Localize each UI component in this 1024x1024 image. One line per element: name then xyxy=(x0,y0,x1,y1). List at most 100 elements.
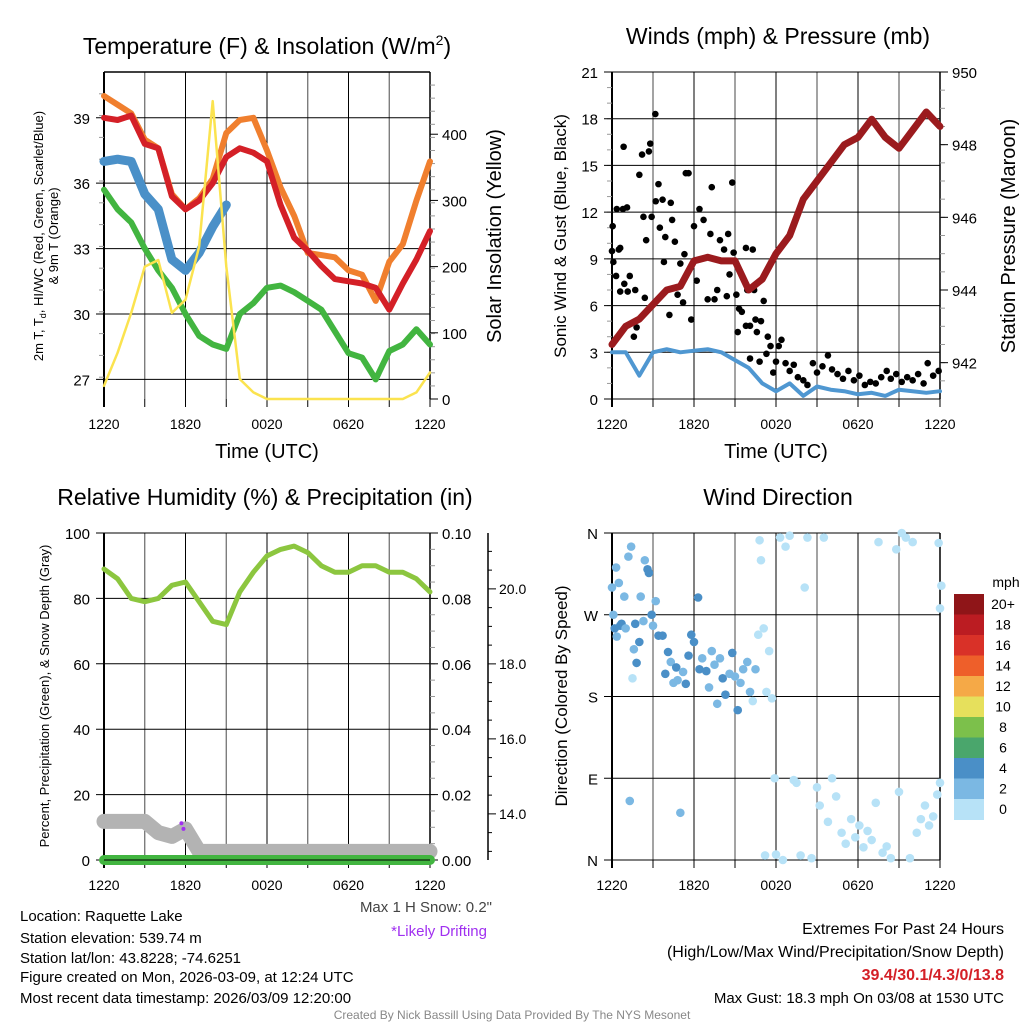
wind-direction-point xyxy=(639,616,648,626)
gust-point xyxy=(756,358,763,365)
x-tick-label: 1220 xyxy=(414,416,445,432)
gust-point xyxy=(764,333,772,341)
recent-data-timestamp: Most recent data timestamp: 2026/03/09 1… xyxy=(20,990,351,1007)
wind-direction-point xyxy=(792,778,801,788)
gust-point xyxy=(775,342,783,350)
wind-direction-point xyxy=(935,604,945,613)
wind-direction-point xyxy=(770,773,779,783)
wind-direction-point xyxy=(878,848,887,858)
wind-direction-point xyxy=(908,537,917,547)
wind-direction-point xyxy=(928,812,938,821)
gust-point xyxy=(645,148,653,155)
gust-point xyxy=(671,238,679,246)
x-tick-label: 1220 xyxy=(88,877,119,893)
gust-point xyxy=(636,171,643,179)
wind-direction-point xyxy=(629,644,639,654)
colorbar-swatch xyxy=(954,696,984,718)
wind-direction-point xyxy=(710,660,719,670)
gust-point xyxy=(652,197,660,205)
winds-chart: 1220 1820 0020 0620 1220 0 3 6 9 12 15 18 21 942 944 94… xyxy=(581,65,977,432)
gust-point xyxy=(631,286,639,294)
y-tick-label: E xyxy=(588,771,598,788)
gust-point xyxy=(734,328,742,336)
wind-direction-title: Wind Direction xyxy=(703,484,853,510)
wind-direction-point xyxy=(827,773,837,783)
y2-tick-label: 0.02 xyxy=(442,788,471,805)
wind-direction-point xyxy=(704,683,714,692)
wind-direction-point xyxy=(912,828,922,838)
snow-depth-line xyxy=(96,813,438,859)
x-tick-label: 0620 xyxy=(333,877,364,893)
figure-created: Figure created on Mon, 2026-03-09, at 12… xyxy=(20,969,354,986)
wind-direction-point xyxy=(901,533,911,542)
y2-tick-label: 100 xyxy=(442,326,467,343)
gust-point xyxy=(616,244,624,252)
colorbar-label: 0 xyxy=(999,801,1007,817)
colorbar-swatch xyxy=(954,737,984,759)
y-tick-label: N xyxy=(587,853,598,870)
colorbar-swatch xyxy=(954,655,984,677)
y2-tick-label: 950 xyxy=(952,65,977,82)
colorbar-label: 8 xyxy=(999,719,1007,735)
wind-direction-point xyxy=(676,808,685,818)
wind-direction-point xyxy=(937,581,946,590)
gust-point xyxy=(920,380,927,387)
gust-point xyxy=(621,280,628,288)
gust-point xyxy=(767,342,774,350)
gust-point xyxy=(693,277,701,284)
station-elevation: Station elevation: 539.74 m xyxy=(20,930,202,947)
wind-direction-point xyxy=(781,542,790,551)
wind-direction-point xyxy=(715,654,725,663)
y-tick-label: 30 xyxy=(73,307,90,324)
wind-direction-point xyxy=(707,646,717,656)
y-tick-label: 39 xyxy=(73,111,90,128)
wind-direction-ylabel: Direction (Colored By Speed) xyxy=(552,585,571,806)
max-snow-label: Max 1 H Snow: 0.2" xyxy=(360,899,492,916)
wind-direction-point xyxy=(620,592,629,601)
y-tick-label: 6 xyxy=(590,299,598,316)
wind-direction-point xyxy=(743,657,752,667)
pressure-ylabel: Station Pressure (Maroon) xyxy=(998,119,1020,354)
gust-point xyxy=(696,205,703,213)
gust-point xyxy=(742,244,750,252)
temperature-chart: 1220 1820 0020 0620 1220 27 30 33 36 39 0 100 200 300… xyxy=(73,71,467,432)
wind-direction-point xyxy=(626,542,636,551)
wind-direction-point xyxy=(745,687,755,697)
y2-tick-label: 0 xyxy=(442,392,450,409)
y2-tick-label: 400 xyxy=(442,127,467,144)
drifting-marker xyxy=(181,826,186,831)
wind-direction-point xyxy=(730,672,740,681)
wind-direction-point xyxy=(640,555,650,565)
wind-direction-point xyxy=(736,678,745,688)
wind-direction-point xyxy=(891,545,901,554)
gust-point xyxy=(660,258,668,266)
wind-direction-point xyxy=(796,851,805,860)
gust-point xyxy=(850,377,858,384)
gust-point xyxy=(646,140,654,147)
gust-point xyxy=(638,151,646,158)
wind-direction-point xyxy=(612,632,622,641)
humidity-title: Relative Humidity (%) & Precipitation (i… xyxy=(57,484,472,510)
x-tick-label: 1220 xyxy=(596,416,627,432)
winds-title: Winds (mph) & Pressure (mb) xyxy=(626,23,930,49)
temperature-ylabel-line2: & 9m T (Orange) xyxy=(46,187,61,284)
y2-tick-label: 0.08 xyxy=(442,591,471,608)
y-tick-label: S xyxy=(588,690,598,707)
wind-direction-point xyxy=(812,783,822,792)
wind-direction-point xyxy=(871,798,881,808)
gust-point xyxy=(883,367,890,375)
wind-direction-point xyxy=(684,651,693,660)
wind-direction-point xyxy=(644,568,654,578)
gust-point xyxy=(609,222,616,230)
gust-point xyxy=(708,183,716,191)
gust-point xyxy=(690,222,698,230)
gust-point xyxy=(716,236,724,244)
colorbar-title: mph xyxy=(992,574,1019,590)
wind-direction-point xyxy=(621,624,630,633)
colorbar-swatch xyxy=(954,635,984,656)
gust-point xyxy=(914,370,922,378)
gust-point xyxy=(674,291,681,298)
y2-tick-label: 0.10 xyxy=(442,526,471,543)
wind-direction-point xyxy=(920,801,930,810)
